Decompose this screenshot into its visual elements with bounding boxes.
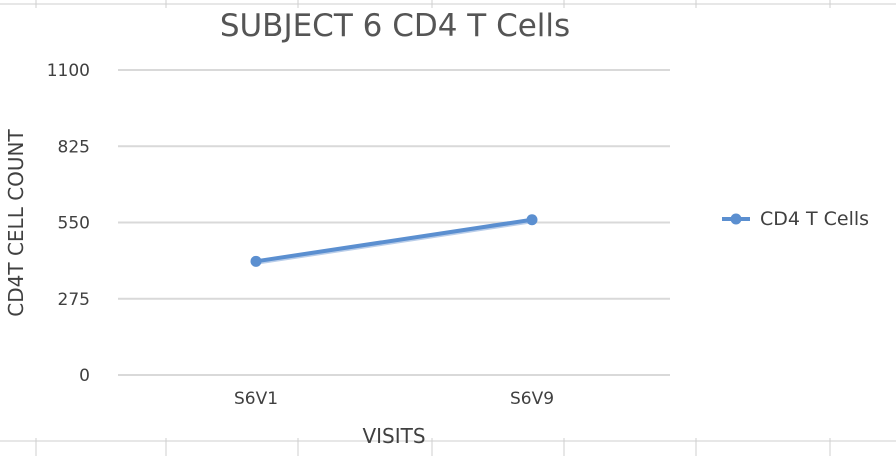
legend-marker-point	[730, 213, 742, 225]
y-tick-label: 0	[79, 366, 90, 386]
data-point-s6v9	[526, 214, 538, 226]
legend-label: CD4 T Cells	[760, 208, 869, 230]
series-layer	[250, 214, 538, 267]
y-tick-label: 550	[58, 214, 90, 234]
x-tick-label: S6V9	[510, 389, 554, 409]
x-axis-tick-labels: S6V1 S6V9	[234, 389, 554, 409]
x-tick-label: S6V1	[234, 389, 278, 409]
y-tick-label: 1100	[47, 61, 90, 81]
y-tick-label: 275	[58, 290, 90, 310]
x-axis-title: VISITS	[362, 424, 425, 448]
y-axis-tick-labels: 0 275 550 825 1100	[47, 61, 90, 386]
y-axis-title: CD4T CELL COUNT	[4, 129, 28, 317]
chart-title: SUBJECT 6 CD4 T Cells	[220, 8, 570, 44]
y-tick-label: 825	[58, 137, 90, 157]
series-line-cd4-t-cells	[254, 217, 534, 264]
gridlines	[118, 69, 670, 376]
data-point-s6v1	[250, 255, 262, 267]
legend: CD4 T Cells	[722, 208, 869, 230]
